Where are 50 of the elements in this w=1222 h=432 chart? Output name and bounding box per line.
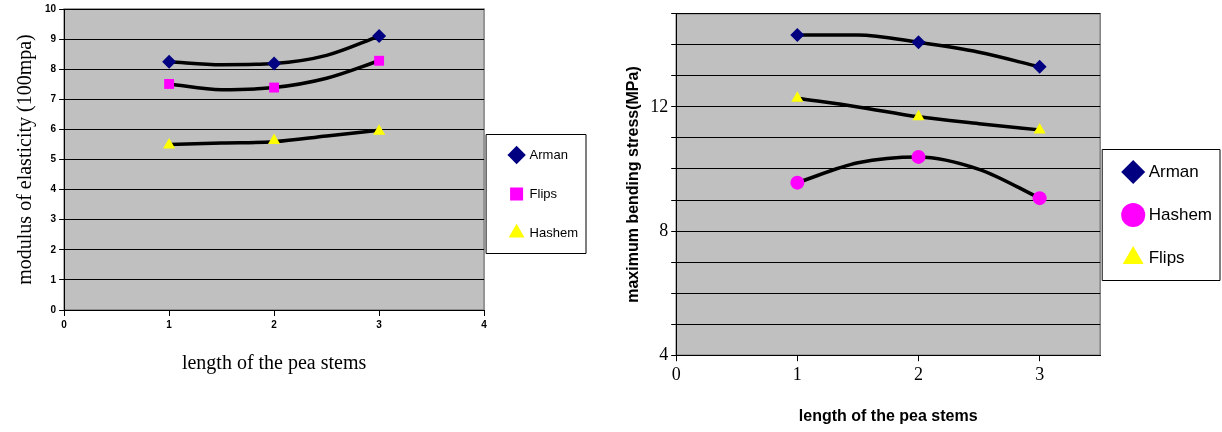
y-tick-label: 6 [50,123,57,135]
point [268,133,281,145]
point [790,27,805,42]
y-tick-label: 7 [50,93,57,105]
y-tick-label: 1 [50,273,57,285]
y-tick-label: 4 [50,183,57,195]
y-axis-title: maximum bending stress(MPa) [624,66,642,303]
legend-label: Arman [1148,161,1199,181]
x-axis-title: length of the pea stems [181,351,367,375]
y-tick-label: 10 [45,2,57,14]
point [164,79,175,89]
x-tick-label: 1 [166,318,173,330]
y-axis-title: modulus of elasticity (100mpa) [13,34,37,285]
x-tick-label: 1 [792,363,802,384]
legend-label: Flips [1148,247,1185,267]
point [372,29,387,44]
y-tick-label: 8 [50,62,57,74]
y-tick-label: 9 [50,32,57,44]
point [791,91,804,102]
point [373,124,386,135]
point [790,175,805,190]
y-tick-label: 4 [659,343,669,364]
y-tick-label: 3 [50,213,57,225]
point [911,35,926,50]
x-tick-label: 2 [271,318,278,330]
point [1033,122,1046,134]
legend-label: Flips [529,185,558,201]
point [163,138,176,149]
y-tick-label: 2 [50,243,57,255]
point [269,82,280,93]
point [912,109,925,121]
point [374,55,385,66]
legend-label: Hashem [529,224,579,240]
point [267,56,282,71]
x-tick-label: 3 [376,318,383,330]
point [1032,59,1047,74]
point [162,54,177,69]
legend-label: Hashem [1148,204,1213,224]
y-tick-label: 0 [50,303,57,315]
y-tick-label: 12 [650,95,669,116]
x-tick-label: 3 [1035,363,1045,384]
x-tick-label: 0 [61,318,68,330]
x-tick-label: 4 [481,318,488,330]
x-axis-title: length of the pea stems [798,406,978,424]
point [911,149,926,164]
y-tick-label: 5 [50,153,57,165]
legend-label: Arman [529,146,568,162]
point [1032,191,1047,206]
x-tick-label: 2 [913,363,923,384]
y-tick-label: 8 [659,219,669,240]
